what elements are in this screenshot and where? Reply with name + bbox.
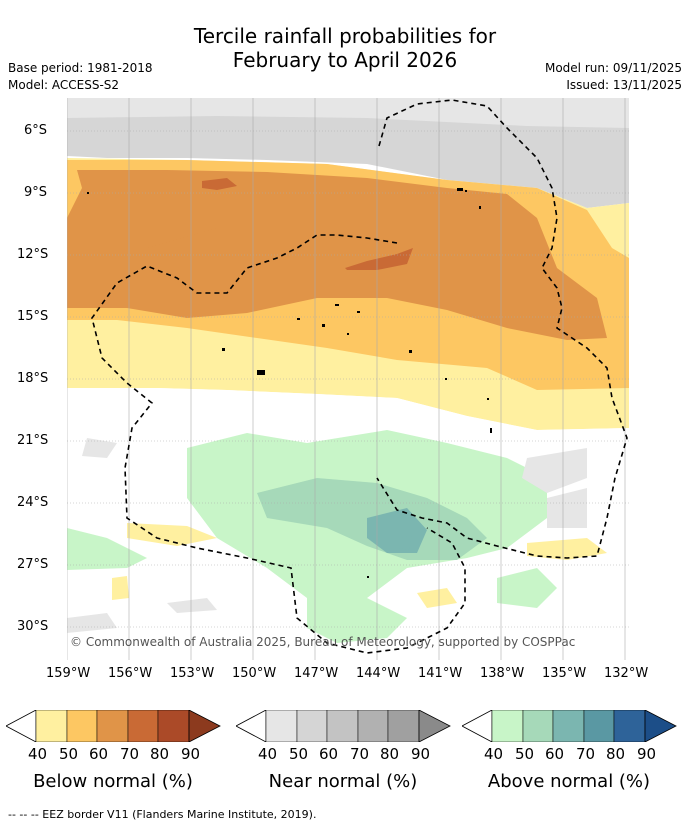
lat-label-9s: 9°S <box>24 185 48 200</box>
cb-above-tick-70: 70 <box>576 745 596 763</box>
colorbar-below-normal <box>6 710 221 742</box>
colorbar-segment <box>418 710 451 742</box>
cb-above-tick-40: 40 <box>484 745 504 763</box>
cb-above-tick-80: 80 <box>606 745 626 763</box>
eez-boundary-north <box>376 99 628 559</box>
lon-label-141w: 141°W <box>418 666 463 681</box>
near-normal-patch-3 <box>82 438 117 458</box>
near-normal-patch-5 <box>67 613 117 633</box>
colorbar-segment <box>357 710 389 742</box>
cb-below-tick-40: 40 <box>28 745 48 763</box>
above-normal-40-region-3 <box>307 598 407 643</box>
base-period: Base period: 1981-2018 <box>8 61 153 75</box>
near-normal-region-north <box>67 98 629 208</box>
lon-label-132w: 132°W <box>604 666 649 681</box>
colorbar-segment <box>96 710 129 742</box>
colorbar-segment <box>326 710 359 742</box>
lat-label-21s: 21°S <box>17 433 49 448</box>
above-normal-40-region-4 <box>497 568 557 608</box>
colorbar-title-above: Above normal (%) <box>487 771 651 792</box>
below-normal-70-region <box>345 248 413 270</box>
lat-label-6s: 6°S <box>24 123 48 138</box>
latitude-gridlines <box>67 130 629 628</box>
near-normal-patch-1 <box>522 448 587 493</box>
cb-near-tick-80: 80 <box>380 745 400 763</box>
lon-label-144w: 144°W <box>356 666 401 681</box>
colorbar-segment <box>491 710 524 742</box>
above-normal-60-region <box>367 508 427 553</box>
model-name: Model: ACCESS-S2 <box>8 78 120 92</box>
cb-below-tick-50: 50 <box>59 745 79 763</box>
lat-label-24s: 24°S <box>17 495 49 510</box>
colorbar-segment <box>188 710 221 742</box>
colorbar-segment <box>644 710 677 742</box>
lat-label-18s: 18°S <box>17 371 49 386</box>
near-normal-region-north-light <box>67 98 629 128</box>
lon-label-138w: 138°W <box>480 666 525 681</box>
cb-above-tick-90: 90 <box>637 745 657 763</box>
colorbar-segment <box>387 710 420 742</box>
lon-label-147w: 147°W <box>294 666 339 681</box>
near-normal-patch-4 <box>167 598 217 613</box>
above-normal-40-region-2 <box>67 528 147 570</box>
colorbar-segment <box>296 710 328 742</box>
eez-boundary-west <box>91 234 466 654</box>
colorbar-segment <box>583 710 615 742</box>
below-normal-40-patch-4 <box>112 576 129 600</box>
cb-below-tick-70: 70 <box>120 745 140 763</box>
lon-label-159w: 159°W <box>46 666 91 681</box>
lat-label-15s: 15°S <box>17 309 49 324</box>
near-normal-patch-2 <box>547 488 587 528</box>
longitude-gridlines <box>67 98 626 660</box>
below-normal-40-patch-3 <box>417 588 457 608</box>
lat-label-27s: 27°S <box>17 557 49 572</box>
below-normal-40-patch-2 <box>527 538 607 560</box>
below-normal-70-region-2 <box>202 178 237 190</box>
colorbar-segment <box>613 710 646 742</box>
below-normal-60-region-2 <box>87 228 497 303</box>
cb-above-tick-50: 50 <box>515 745 535 763</box>
colorbar-title-near: Near normal (%) <box>268 771 418 792</box>
lon-label-150w: 150°W <box>232 666 277 681</box>
cb-near-tick-70: 70 <box>350 745 370 763</box>
probability-map: © Commonwealth of Australia 2025, Bureau… <box>67 98 629 660</box>
lon-label-153w: 153°W <box>170 666 215 681</box>
cb-near-tick-40: 40 <box>258 745 278 763</box>
colorbar-segment <box>127 710 159 742</box>
cb-above-tick-60: 60 <box>545 745 565 763</box>
colorbar-segment <box>157 710 190 742</box>
colorbar-above-normal <box>462 710 677 742</box>
cb-near-tick-90: 90 <box>411 745 431 763</box>
map-title-line1: Tercile rainfall probabilities for <box>193 24 497 48</box>
colorbar-segment <box>552 710 585 742</box>
below-normal-40-patch-1 <box>127 523 217 546</box>
colorbar-title-below: Below normal (%) <box>33 771 193 792</box>
islands <box>87 188 492 578</box>
model-run: Model run: 09/11/2025 <box>544 61 682 75</box>
cb-below-tick-60: 60 <box>89 745 109 763</box>
lat-label-12s: 12°S <box>17 247 49 262</box>
issued-date: Issued: 13/11/2025 <box>566 78 682 92</box>
copyright-notice: © Commonwealth of Australia 2025, Bureau… <box>70 635 575 649</box>
lon-label-156w: 156°W <box>108 666 153 681</box>
cb-near-tick-60: 60 <box>319 745 339 763</box>
colorbar-segment <box>265 710 298 742</box>
cb-near-tick-50: 50 <box>289 745 309 763</box>
eez-footer-note: -- -- -- EEZ border V11 (Flanders Marine… <box>8 808 317 821</box>
cb-below-tick-90: 90 <box>181 745 201 763</box>
colorbar-near-normal <box>236 710 451 742</box>
above-normal-60-region-2 <box>397 536 412 550</box>
map-title-line2: February to April 2026 <box>232 48 458 72</box>
colorbar-segment <box>66 710 98 742</box>
colorbar-segment <box>522 710 554 742</box>
cb-below-tick-80: 80 <box>150 745 170 763</box>
lat-label-30s: 30°S <box>17 619 49 634</box>
lon-label-135w: 135°W <box>542 666 587 681</box>
neutral-region <box>67 388 629 440</box>
colorbar-segment <box>35 710 68 742</box>
